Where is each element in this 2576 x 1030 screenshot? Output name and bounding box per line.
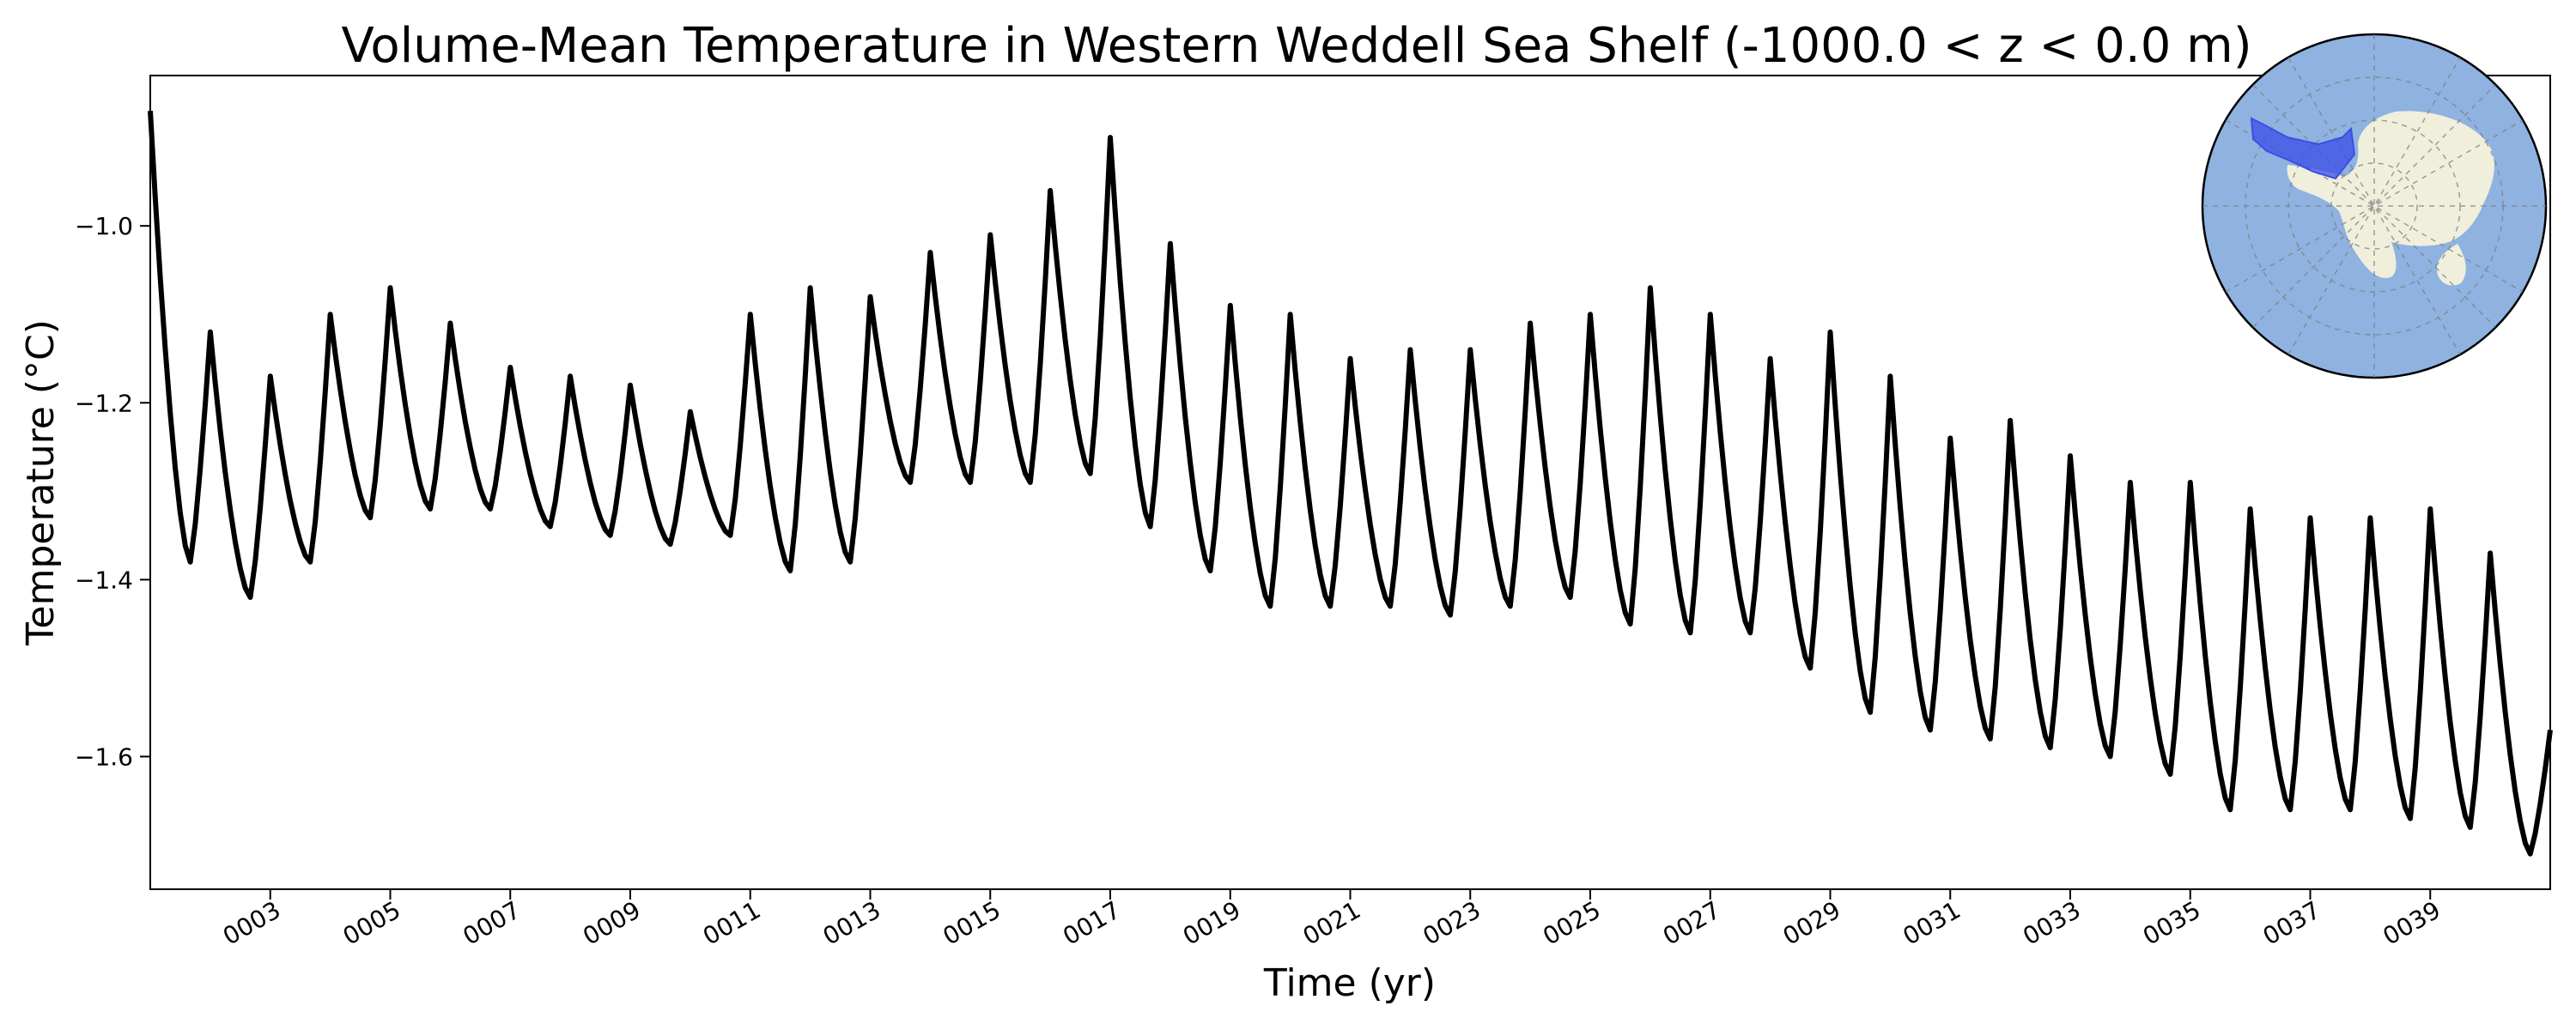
y-axis-ticks: −1.6 −1.4 −1.2 −1.0 xyxy=(75,212,150,771)
x-tick-label: 0027 xyxy=(1658,895,1725,950)
y-axis-label: Temperature (°C) xyxy=(19,319,63,646)
x-tick-label: 0015 xyxy=(939,895,1005,950)
map-gridlines xyxy=(2202,34,2546,378)
x-tick-label: 0023 xyxy=(1419,895,1485,950)
inset-map xyxy=(2201,33,2548,379)
x-tick-label: 0029 xyxy=(1778,895,1845,950)
western-weddell-region xyxy=(2250,117,2356,180)
x-tick-label: 0039 xyxy=(2379,895,2445,950)
x-tick-label: 0009 xyxy=(578,895,645,950)
x-tick-label: 0007 xyxy=(459,895,526,950)
x-axis-ticks: 0003 0005 0007 0009 0011 0013 0015 0017 0019 0021… xyxy=(218,889,2445,951)
x-tick-label: 0035 xyxy=(2138,895,2205,950)
x-tick-label: 0013 xyxy=(818,895,885,950)
y-tick-label: −1.0 xyxy=(75,212,133,240)
x-tick-label: 0037 xyxy=(2258,895,2325,950)
x-tick-label: 0031 xyxy=(1899,895,1965,950)
temperature-series-line xyxy=(148,111,2553,857)
x-tick-label: 0025 xyxy=(1538,895,1605,950)
x-tick-label: 0003 xyxy=(218,895,285,950)
x-tick-label: 0011 xyxy=(698,895,765,950)
x-tick-label: 0017 xyxy=(1058,895,1125,950)
x-tick-label: 0005 xyxy=(338,895,405,950)
x-tick-label: 0033 xyxy=(2018,895,2085,950)
antarctica-landmass xyxy=(2287,111,2494,286)
y-tick-label: −1.4 xyxy=(75,566,133,594)
chart-title: Volume-Mean Temperature in Western Wedde… xyxy=(341,18,2251,74)
plot-area xyxy=(148,75,2553,890)
x-tick-label: 0021 xyxy=(1298,895,1365,950)
y-tick-label: −1.6 xyxy=(75,742,133,771)
y-tick-label: −1.2 xyxy=(75,389,133,417)
x-tick-label: 0019 xyxy=(1178,895,1245,950)
x-axis-label: Time (yr) xyxy=(1263,961,1436,1005)
